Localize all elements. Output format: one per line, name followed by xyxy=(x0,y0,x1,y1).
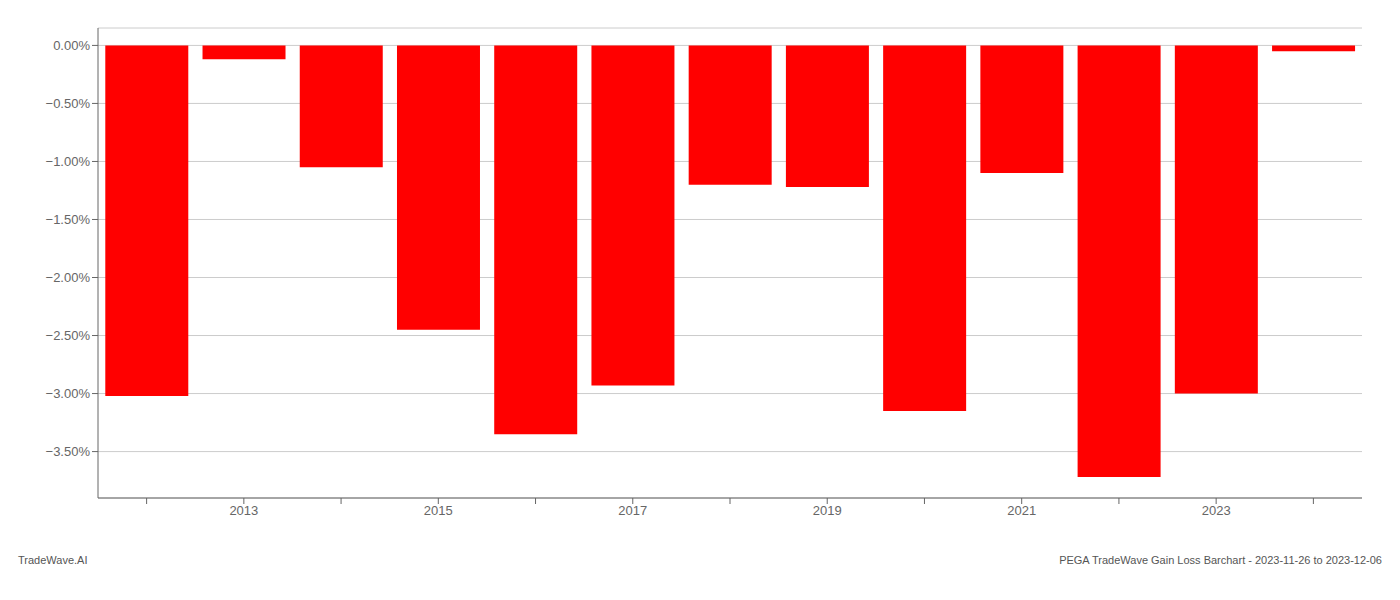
svg-text:−1.00%: −1.00% xyxy=(46,154,91,169)
svg-text:2013: 2013 xyxy=(229,503,258,518)
svg-text:2017: 2017 xyxy=(618,503,647,518)
svg-text:2023: 2023 xyxy=(1202,503,1231,518)
svg-text:−3.50%: −3.50% xyxy=(46,444,91,459)
svg-text:2015: 2015 xyxy=(424,503,453,518)
html-text:PEGA TradeWave Gain Loss Barch: PEGA TradeWave Gain Loss Barchart - 2023… xyxy=(1059,554,1382,566)
svg-text:−0.50%: −0.50% xyxy=(46,96,91,111)
svg-text:−2.50%: −2.50% xyxy=(46,328,91,343)
svg-text:2019: 2019 xyxy=(813,503,842,518)
svg-text:−2.00%: −2.00% xyxy=(46,270,91,285)
html-text:TradeWave.AI: TradeWave.AI xyxy=(18,554,88,566)
svg-text:0.00%: 0.00% xyxy=(53,38,90,53)
svg-text:−3.00%: −3.00% xyxy=(46,386,91,401)
svg-text:−1.50%: −1.50% xyxy=(46,212,91,227)
svg-text:2021: 2021 xyxy=(1007,503,1036,518)
